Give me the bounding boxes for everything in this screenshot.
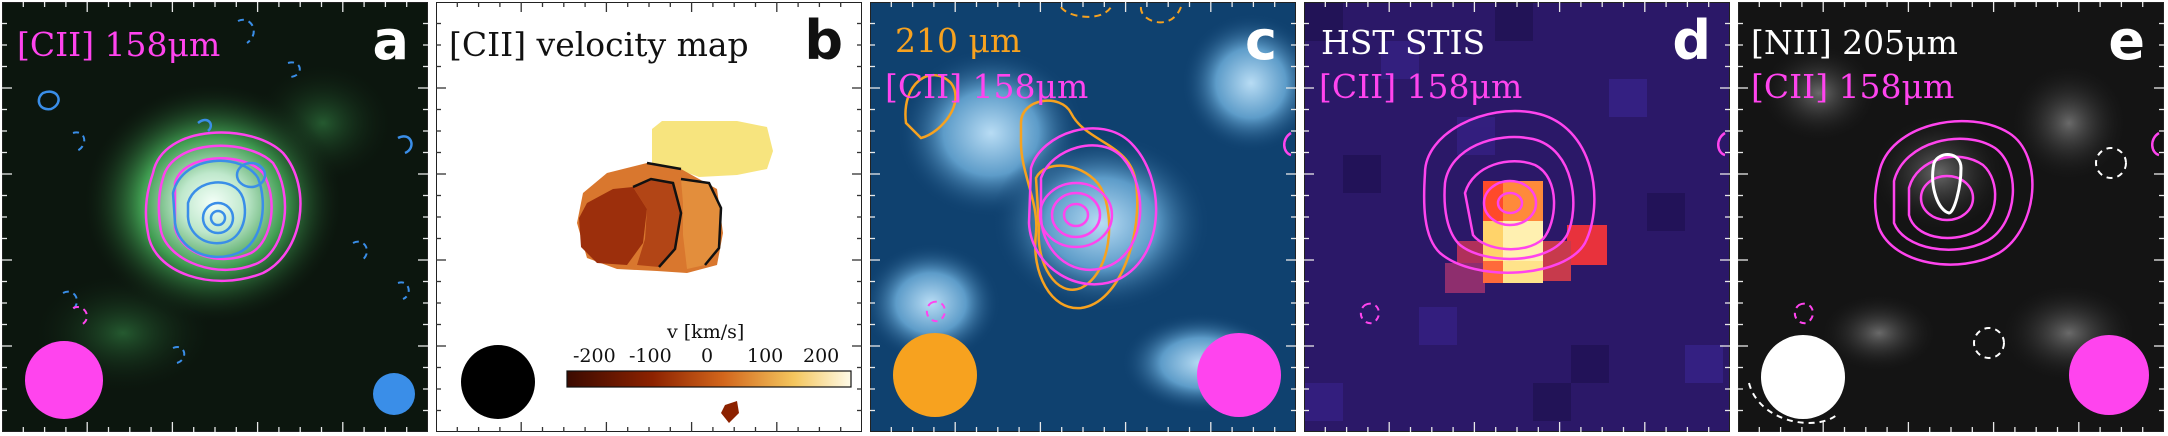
panel-e-letter: e xyxy=(2108,9,2145,72)
panel-d-image xyxy=(1305,3,1729,431)
panel-d-letter: d xyxy=(1672,9,1711,72)
panel-c-label-2: [CII] 158μm xyxy=(885,67,1089,106)
panel-a: [CII] 158μm a xyxy=(2,2,428,432)
panel-d-label-1: HST STIS xyxy=(1321,23,1486,62)
orange-beam xyxy=(893,333,977,417)
panel-e-label-2: [CII] 158μm xyxy=(1751,67,1955,106)
colorbar-tick: 200 xyxy=(803,345,840,367)
colorbar-label: v [km/s] xyxy=(667,321,745,343)
panel-b-letter: b xyxy=(804,9,843,72)
colorbar-tick: -100 xyxy=(629,345,672,367)
black-beam xyxy=(461,345,535,419)
magenta-beam xyxy=(1197,333,1281,417)
panel-d-label-2: [CII] 158μm xyxy=(1319,67,1523,106)
colorbar-tick: 0 xyxy=(701,345,714,367)
panel-d: HST STIS [CII] 158μm d xyxy=(1304,2,1730,432)
colorbar-ticks: -200 -100 0 100 200 xyxy=(567,345,851,369)
colorbar xyxy=(566,370,852,388)
colorbar-tick: -200 xyxy=(573,345,616,367)
panel-a-letter: a xyxy=(372,9,409,72)
colorbar-tick: 100 xyxy=(747,345,784,367)
white-beam xyxy=(1761,335,1845,419)
magenta-beam xyxy=(25,341,103,419)
magenta-beam xyxy=(2069,335,2149,415)
blue-beam xyxy=(373,373,415,415)
panel-c-label-1: 210 μm xyxy=(895,21,1022,60)
panel-e-label-1: [NII] 205μm xyxy=(1751,23,1958,62)
panel-b-label: [CII] velocity map xyxy=(449,25,749,64)
panel-b: [CII] velocity map b v [km/s] -200 -100 … xyxy=(436,2,862,432)
panel-c-letter: c xyxy=(1244,9,1277,72)
panel-c: 210 μm [CII] 158μm c xyxy=(870,2,1296,432)
panel-e: [NII] 205μm [CII] 158μm e xyxy=(1738,2,2164,432)
panel-a-label: [CII] 158μm xyxy=(17,25,221,64)
